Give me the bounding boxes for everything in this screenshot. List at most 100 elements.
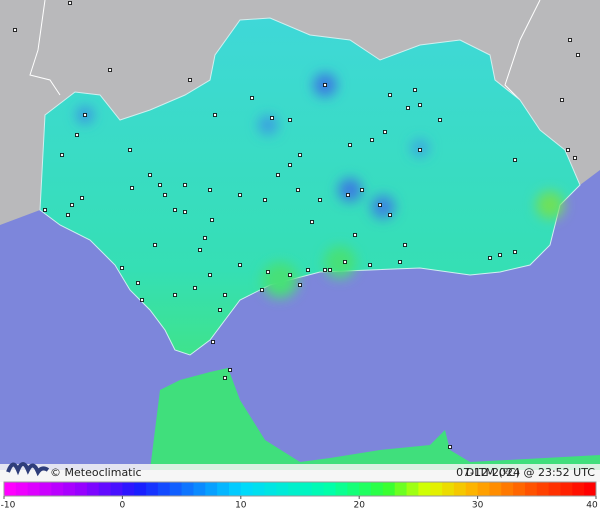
- stations: [13, 1, 580, 449]
- station: [398, 260, 402, 264]
- station: [136, 281, 140, 285]
- station: [60, 153, 64, 157]
- station: [323, 83, 327, 87]
- colorbar-cell: [453, 482, 467, 496]
- colorbar-cell: [157, 482, 171, 496]
- colorbar-tick-label: 10: [235, 501, 247, 511]
- logo: [6, 462, 50, 477]
- station: [488, 256, 492, 260]
- station: [198, 248, 202, 252]
- colorbar-cell: [86, 482, 100, 496]
- station: [296, 188, 300, 192]
- station: [158, 183, 162, 187]
- station: [348, 143, 352, 147]
- sea: [0, 170, 600, 470]
- station: [203, 236, 207, 240]
- station: [323, 268, 327, 272]
- station: [148, 173, 152, 177]
- colorbar-cell: [300, 482, 313, 496]
- colorbar-cell: [477, 482, 490, 496]
- brand: © Meteoclimatic: [50, 466, 142, 479]
- colorbar-cell: [98, 482, 112, 496]
- station: [211, 340, 215, 344]
- border: [504, 0, 541, 101]
- colorbar: -10 0 10 20 30 40: [1, 481, 598, 511]
- station: [223, 293, 227, 297]
- colorbar-cell: [382, 482, 396, 496]
- colorbar-cell: [442, 482, 455, 496]
- station: [213, 113, 217, 117]
- station: [163, 193, 167, 197]
- station: [83, 113, 87, 117]
- colorbar-cell: [228, 482, 242, 496]
- station: [560, 98, 564, 102]
- station: [378, 203, 382, 207]
- colorbar-cell: [394, 482, 408, 496]
- station: [388, 213, 392, 217]
- station: [66, 213, 70, 217]
- station: [288, 118, 292, 122]
- station: [128, 148, 132, 152]
- station: [298, 283, 302, 287]
- colorbar-cell: [205, 482, 218, 496]
- station: [513, 250, 517, 254]
- station: [188, 78, 192, 82]
- station: [263, 198, 267, 202]
- colorbar-cell: [288, 482, 301, 496]
- colorbar-cell: [371, 482, 384, 496]
- colorbar-cell: [39, 482, 52, 496]
- colorbar-cell: [501, 482, 514, 496]
- colorbar-tick-label: 0: [120, 501, 126, 511]
- colorbar-cell: [359, 482, 372, 496]
- colorbar-cell: [513, 482, 526, 496]
- colorbar-cell: [110, 482, 123, 496]
- station: [370, 138, 374, 142]
- station: [238, 263, 242, 267]
- colorbar-cell: [75, 482, 88, 496]
- station: [266, 270, 270, 274]
- station: [208, 188, 212, 192]
- station: [80, 196, 84, 200]
- station: [310, 220, 314, 224]
- colorbar-cell: [347, 482, 360, 496]
- colorbar-cell: [193, 482, 206, 496]
- station: [210, 218, 214, 222]
- colorbar-frame: [3, 481, 597, 497]
- station: [68, 1, 72, 5]
- station: [250, 96, 254, 100]
- station: [346, 193, 350, 197]
- colorbar-cell: [146, 482, 159, 496]
- station: [270, 116, 274, 120]
- station: [120, 266, 124, 270]
- station: [140, 298, 144, 302]
- colorbar-cell: [536, 482, 550, 496]
- colorbar-cell: [15, 482, 29, 496]
- colorbar-cell: [181, 482, 194, 496]
- station: [566, 148, 570, 152]
- border: [29, 0, 61, 96]
- colorbar-cell: [548, 482, 561, 496]
- station: [288, 273, 292, 277]
- station: [153, 243, 157, 247]
- station: [383, 130, 387, 134]
- station: [403, 243, 407, 247]
- colorbar-tick-label: 40: [586, 501, 598, 511]
- colorbar-tick-label: 20: [353, 501, 365, 511]
- station: [328, 268, 332, 272]
- station: [13, 28, 17, 32]
- station: [218, 308, 222, 312]
- colorbar-cell: [584, 482, 597, 496]
- variable: DLTM (ºC): [466, 466, 520, 479]
- colorbar-cell: [169, 482, 183, 496]
- colorbar-cell: [264, 482, 277, 496]
- station: [208, 273, 212, 277]
- station: [75, 133, 79, 137]
- station: [298, 153, 302, 157]
- station: [228, 368, 232, 372]
- station: [353, 233, 357, 237]
- andalusia: [39, 17, 581, 356]
- colorbar-cell: [489, 482, 502, 496]
- station: [43, 208, 47, 212]
- colorbar-cell: [406, 482, 419, 496]
- station: [183, 183, 187, 187]
